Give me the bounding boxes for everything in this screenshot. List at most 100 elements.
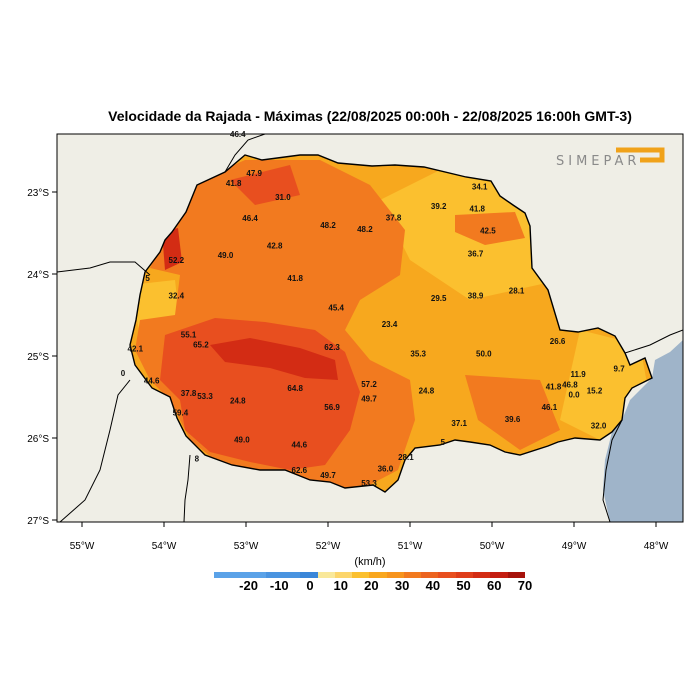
station-value: 23.4 — [382, 320, 398, 329]
station-value: 39.2 — [431, 202, 447, 211]
station-value: 37.1 — [451, 419, 467, 428]
station-value: 57.2 — [361, 380, 377, 389]
station-value: 41.8 — [469, 204, 485, 213]
station-value: 50.0 — [476, 350, 492, 359]
x-axis: 55°W 54°W 53°W 52°W 51°W 50°W 49°W 48°W — [70, 522, 669, 552]
station-value: 46.8 — [562, 381, 578, 390]
station-value: 59.4 — [173, 409, 189, 418]
map-frame — [56, 133, 684, 523]
legend-label: 40 — [425, 578, 441, 593]
station-value: 36.0 — [378, 464, 394, 473]
legend-unit: (km/h) — [354, 556, 386, 568]
station-value: 32.4 — [169, 291, 185, 300]
station-value: 47.9 — [246, 169, 262, 178]
border-paraguay-brazil — [57, 261, 151, 276]
y-axis: 23°S 24°S 25°S 26°S 27°S — [27, 188, 57, 527]
legend-label: 30 — [394, 578, 410, 593]
legend-swatch — [386, 572, 404, 578]
border-argentina-brazil — [59, 379, 131, 522]
y-tick-label: 25°S — [27, 352, 49, 363]
station-value: 49.7 — [361, 395, 377, 404]
legend-label: -10 — [269, 578, 289, 593]
y-tick-label: 26°S — [27, 434, 49, 445]
station-value: 38.9 — [468, 291, 484, 300]
station-value: 55.1 — [181, 331, 197, 340]
station-value: 65.2 — [193, 341, 209, 350]
legend-label: 0 — [306, 578, 314, 593]
station-value: 34.1 — [472, 182, 488, 191]
station-value: 31.0 — [275, 193, 291, 202]
legend-label: 20 — [364, 578, 379, 593]
legend-swatch — [352, 572, 370, 578]
station-value: 24.8 — [419, 386, 435, 395]
station-value: 37.8 — [181, 389, 197, 398]
station-value: 53.3 — [361, 479, 377, 488]
x-tick-label: 51°W — [398, 541, 423, 552]
station-value: 37.8 — [386, 213, 402, 222]
station-value: 36.7 — [468, 250, 484, 259]
gust-band-65 — [210, 338, 338, 380]
legend-label: 50 — [456, 578, 471, 593]
station-value: 15.2 — [587, 386, 603, 395]
legend-label: 10 — [333, 578, 348, 593]
station-value: 41.8 — [287, 274, 303, 283]
legend-swatch — [317, 572, 335, 578]
gust-band-45-southeast — [465, 375, 560, 450]
station-value: 24.8 — [230, 396, 246, 405]
station-value: 42.8 — [267, 241, 283, 250]
ocean-area — [603, 340, 683, 522]
legend-swatch — [265, 572, 284, 578]
station-value: 0 — [121, 369, 126, 378]
x-tick-label: 55°W — [70, 541, 95, 552]
station-value: 56.9 — [324, 403, 340, 412]
map-title: Velocidade da Rajada - Máximas (22/08/20… — [108, 108, 632, 124]
gust-band-45-east — [455, 212, 525, 245]
legend-label: 60 — [487, 578, 502, 593]
station-value: 52.2 — [169, 256, 185, 265]
station-value: 64.8 — [287, 384, 303, 393]
legend-swatch — [214, 572, 232, 578]
border-ms-sp — [224, 134, 266, 173]
legend-swatch — [438, 572, 456, 578]
logo-text: SIMEPAR — [556, 154, 641, 169]
logo-mark-icon — [616, 147, 665, 163]
station-value: 42.1 — [128, 345, 144, 354]
station-value: 48.2 — [320, 221, 336, 230]
station-value: 62.6 — [292, 466, 308, 475]
station-value: 29.5 — [431, 294, 447, 303]
legend-color-bar — [214, 572, 525, 578]
station-value: 41.8 — [546, 382, 562, 391]
station-value: 53.3 — [197, 392, 213, 401]
legend-swatch — [369, 572, 387, 578]
station-value: 26.6 — [550, 337, 566, 346]
legend-swatch — [455, 572, 473, 578]
station-value: 9.7 — [614, 364, 626, 373]
legend-swatch — [507, 572, 525, 578]
station-value: 32.0 — [591, 422, 607, 431]
legend-swatch — [334, 572, 353, 578]
station-value: 41.8 — [226, 179, 242, 188]
station-values: 46.4 47.9 41.8 31.0 46.4 48.2 48.2 37.8 39.2 34.1… — [121, 130, 625, 488]
x-tick-label: 48°W — [644, 541, 669, 552]
coastline-sc — [602, 419, 623, 522]
legend-swatch — [300, 572, 318, 578]
y-tick-label: 27°S — [27, 516, 49, 527]
station-value: 46.1 — [542, 403, 558, 412]
legend-swatch — [490, 572, 508, 578]
station-value: 11.9 — [571, 370, 587, 379]
x-tick-label: 53°W — [234, 541, 259, 552]
legend-swatch — [472, 572, 491, 578]
border-sc-rs — [183, 454, 191, 522]
map-area — [57, 134, 683, 522]
x-tick-label: 50°W — [480, 541, 505, 552]
border-sp-coast — [624, 329, 683, 354]
station-value: 5 — [145, 274, 150, 283]
station-value: 28.1 — [398, 453, 414, 462]
legend-label: -20 — [239, 578, 258, 593]
station-value: 49.0 — [218, 251, 234, 260]
station-value: 49.7 — [320, 471, 336, 480]
station-value: 45.4 — [328, 304, 344, 313]
station-value: 44.6 — [292, 441, 308, 450]
x-tick-label: 54°W — [152, 541, 177, 552]
